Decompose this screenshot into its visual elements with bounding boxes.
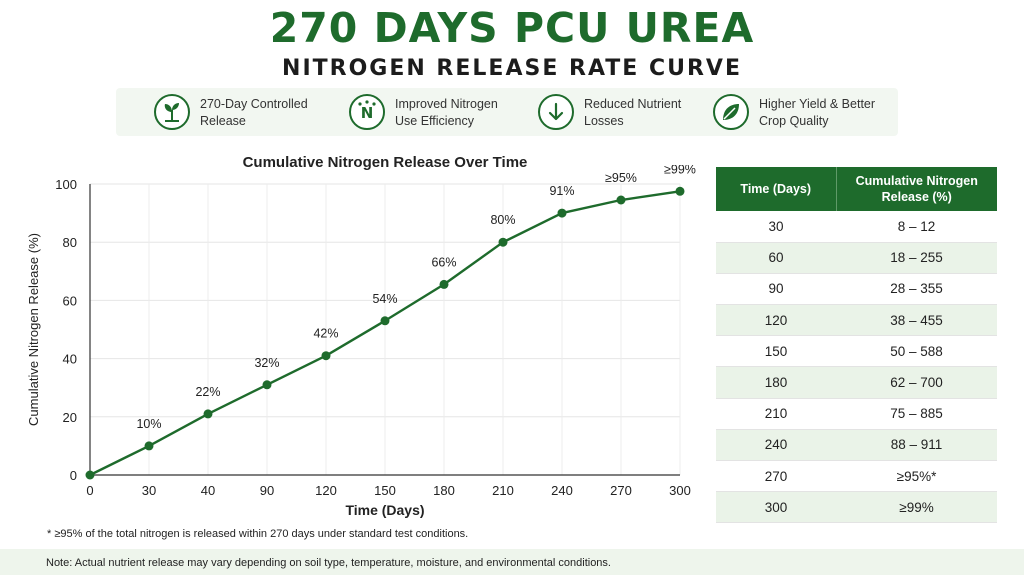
release-table: Time (Days) Cumulative Nitrogen Release … <box>716 167 997 524</box>
feature-strip: 270-Day Controlled Release N Improved Nit… <box>116 88 898 136</box>
cell-time: 300 <box>716 491 836 524</box>
data-label: 10% <box>136 417 161 431</box>
data-label: 32% <box>254 356 279 370</box>
data-point <box>439 279 449 289</box>
feature-line-2: Losses <box>584 114 624 128</box>
table-row: 240 88 – 911 <box>716 429 997 462</box>
cell-time: 120 <box>716 304 836 337</box>
cell-release: 62 – 700 <box>836 366 997 399</box>
table-row: 90 28 – 355 <box>716 273 997 306</box>
x-axis-label: Time (Days) <box>345 502 424 518</box>
y-tick-label: 20 <box>63 410 77 425</box>
data-point <box>262 380 272 390</box>
data-label: 22% <box>195 385 220 399</box>
feature-line-1: Higher Yield & Better <box>759 97 876 111</box>
x-tick-label: 90 <box>260 483 274 498</box>
data-point <box>616 195 626 205</box>
y-tick-label: 100 <box>55 177 77 192</box>
data-point <box>498 237 508 247</box>
cell-release: 18 – 255 <box>836 242 997 274</box>
cell-time: 180 <box>716 366 836 399</box>
nitrogen-icon: N <box>349 94 385 130</box>
cell-release: 28 – 355 <box>836 273 997 306</box>
sprout-icon <box>154 94 190 130</box>
table-row: 270 ≥95%* <box>716 460 997 493</box>
leaf-icon <box>713 94 749 130</box>
data-label: 54% <box>372 292 397 306</box>
data-label: 42% <box>313 327 338 341</box>
table-row: 300 ≥99% <box>716 491 997 524</box>
data-point <box>85 470 95 480</box>
data-point <box>203 409 213 419</box>
y-axis-label: Cumulative Nitrogen Release (%) <box>26 233 41 426</box>
cell-release: ≥95%* <box>836 460 997 493</box>
arrow-down-icon <box>538 94 574 130</box>
y-tick-label: 0 <box>70 468 77 483</box>
column-header-time: Time (Days) <box>716 167 837 211</box>
data-point <box>321 351 331 361</box>
x-tick-label: 120 <box>315 483 337 498</box>
svg-text:N: N <box>361 104 374 122</box>
x-tick-label: 240 <box>551 483 573 498</box>
feature-line-1: Improved Nitrogen <box>395 97 498 111</box>
cell-release: 8 – 12 <box>836 211 997 243</box>
page-subtitle: NITROGEN RELEASE RATE CURVE <box>282 56 742 81</box>
y-tick-label: 40 <box>63 352 77 367</box>
cell-release: 75 – 885 <box>836 398 997 430</box>
release-line-chart: 0 20 40 60 80 100 0 30 40 90 120 150 180 210 240 270 300… <box>26 165 696 518</box>
column-header-release: Cumulative Nitrogen Release (%) <box>836 167 997 211</box>
cell-time: 210 <box>716 398 836 430</box>
feature-line-2: Release <box>200 114 246 128</box>
feature-line-2: Use Efficiency <box>395 114 474 128</box>
table-row: 210 75 – 885 <box>716 398 997 430</box>
table-header-row: Time (Days) Cumulative Nitrogen Release … <box>716 167 997 211</box>
cell-time: 240 <box>716 429 836 462</box>
table-row: 180 62 – 700 <box>716 366 997 399</box>
table-row: 120 38 – 455 <box>716 304 997 337</box>
data-label: ≥99% <box>664 165 696 176</box>
table-row: 150 50 – 588 <box>716 335 997 368</box>
feature-line-1: Reduced Nutrient <box>584 97 682 111</box>
cell-time: 150 <box>716 335 836 368</box>
y-tick-label: 80 <box>63 235 77 250</box>
cell-time: 60 <box>716 242 836 274</box>
x-tick-label: 150 <box>374 483 396 498</box>
page-title: 270 DAYS PCU UREA <box>269 4 755 52</box>
cell-release: ≥99% <box>836 491 997 524</box>
x-tick-label: 210 <box>492 483 514 498</box>
cell-time: 90 <box>716 273 836 306</box>
cell-release: 88 – 911 <box>836 429 997 462</box>
footnote: * ≥95% of the total nitrogen is released… <box>47 528 469 540</box>
data-label: ≥95% <box>605 171 637 185</box>
cell-release: 50 – 588 <box>836 335 997 368</box>
data-label: 80% <box>490 213 515 227</box>
note-text: Note: Actual nutrient release may vary d… <box>46 557 611 569</box>
note-bar <box>0 549 1024 575</box>
x-tick-label: 300 <box>669 483 691 498</box>
x-tick-label: 270 <box>610 483 632 498</box>
x-tick-label: 30 <box>142 483 156 498</box>
table-row: 30 8 – 12 <box>716 211 997 243</box>
y-tick-label: 60 <box>63 293 77 308</box>
chart-title: Cumulative Nitrogen Release Over Time <box>242 154 528 171</box>
data-point <box>557 208 567 218</box>
feature-line-2: Crop Quality <box>759 114 829 128</box>
data-label: 91% <box>549 184 574 198</box>
x-tick-label: 180 <box>433 483 455 498</box>
cell-time: 30 <box>716 211 836 243</box>
cell-release: 38 – 455 <box>836 304 997 337</box>
x-tick-label: 40 <box>201 483 215 498</box>
x-tick-label: 0 <box>86 483 93 498</box>
data-point <box>675 186 685 196</box>
feature-line-1: 270-Day Controlled <box>200 97 308 111</box>
cell-time: 270 <box>716 460 836 493</box>
data-label: 66% <box>431 255 456 269</box>
table-row: 60 18 – 255 <box>716 242 997 274</box>
data-point <box>144 441 154 451</box>
data-point <box>380 316 390 326</box>
